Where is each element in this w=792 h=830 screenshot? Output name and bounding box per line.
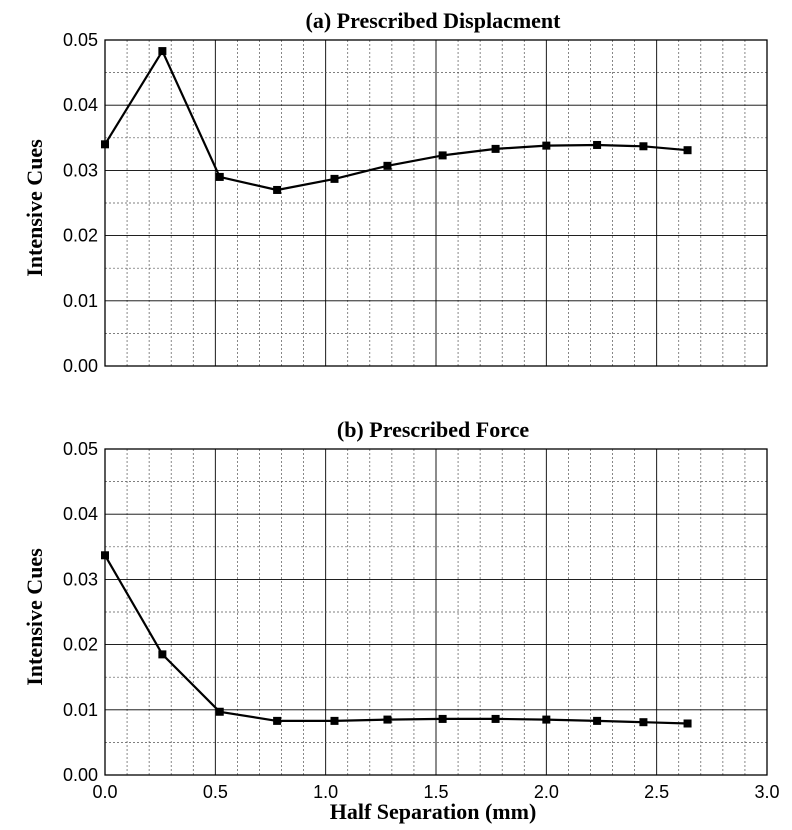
- panel-b-x-tick-label: 0.5: [203, 782, 228, 802]
- panel-b-x-tick-label: 3.0: [754, 782, 779, 802]
- panel-a-y-tick-label: 0.04: [63, 95, 98, 115]
- panel-b-y-ticks: 0.00 0.01 0.02 0.03 0.04 0.05: [63, 439, 98, 785]
- panel-a-data-point: [542, 141, 551, 150]
- panel-a-title: (a) Prescribed Displacment: [306, 8, 562, 33]
- panel-b-x-ticks: 0.0 0.5 1.0 1.5 2.0 2.5 3.0: [92, 782, 779, 802]
- panel-b-y-tick-label: 0.04: [63, 504, 98, 524]
- panel-a-data-point: [273, 185, 282, 194]
- panel-a-y-tick-label: 0.00: [63, 356, 98, 376]
- panel-a-data-point: [639, 142, 648, 151]
- panel-b-data-point: [491, 714, 500, 723]
- panel-a-data-point: [438, 151, 447, 160]
- panel-b-y-tick-label: 0.02: [63, 635, 98, 655]
- panel-b-grid: [105, 449, 767, 775]
- panel-a-data-point: [683, 146, 692, 155]
- panel-b-data-point: [101, 551, 109, 560]
- panel-b-prescribed-force: (b) Prescribed Force Intensive Cues 0.00…: [22, 417, 780, 824]
- panel-b-data-point: [438, 714, 447, 723]
- panel-a-grid: [105, 40, 767, 366]
- panel-b-y-tick-label: 0.01: [63, 700, 98, 720]
- panel-a-series: [101, 47, 692, 194]
- panel-a-y-tick-label: 0.01: [63, 291, 98, 311]
- panel-b-data-point: [383, 715, 392, 724]
- panel-a-data-point: [383, 161, 392, 170]
- panel-b-y-tick-label: 0.00: [63, 765, 98, 785]
- panel-b-data-point: [158, 650, 167, 659]
- panel-b-data-point: [639, 718, 648, 727]
- panel-b-y-tick-label: 0.03: [63, 569, 98, 589]
- panel-a-data-point: [158, 47, 167, 56]
- panel-a-y-axis-label: Intensive Cues: [22, 139, 47, 277]
- panel-b-x-axis-label: Half Separation (mm): [330, 799, 537, 824]
- panel-b-data-point: [683, 719, 692, 728]
- panel-b-data-point: [330, 716, 339, 725]
- panel-a-data-point: [330, 174, 339, 183]
- panel-b-data-point: [273, 716, 282, 725]
- panel-b-y-axis-label: Intensive Cues: [22, 548, 47, 686]
- panel-b-series: [101, 551, 692, 728]
- panel-b-y-tick-label: 0.05: [63, 439, 98, 459]
- panel-b-data-point: [593, 716, 602, 725]
- panel-a-data-point: [593, 140, 602, 149]
- panel-a-y-ticks: 0.00 0.01 0.02 0.03 0.04 0.05: [63, 30, 98, 376]
- panel-a-y-tick-label: 0.03: [63, 160, 98, 180]
- panel-b-x-tick-label: 1.5: [423, 782, 448, 802]
- panel-b-data-point: [215, 707, 224, 716]
- panel-a-prescribed-displacement: (a) Prescribed Displacment Intensive Cue…: [22, 8, 768, 376]
- panel-b-x-tick-label: 1.0: [313, 782, 338, 802]
- panel-b-x-tick-label: 2.0: [534, 782, 559, 802]
- panel-a-y-tick-label: 0.05: [63, 30, 98, 50]
- panel-a-data-point: [101, 140, 109, 149]
- panel-b-series-line: [104, 554, 688, 725]
- panel-b-data-point: [542, 715, 551, 724]
- panel-b-title: (b) Prescribed Force: [337, 417, 529, 442]
- panel-a-series-line: [104, 49, 688, 192]
- panel-b-plot-frame: [104, 448, 768, 776]
- panel-a-data-point: [491, 144, 500, 153]
- panel-a-plot-frame: [104, 39, 768, 367]
- panel-b-x-tick-label: 2.5: [644, 782, 669, 802]
- panel-a-y-tick-label: 0.02: [63, 226, 98, 246]
- panel-a-data-point: [215, 172, 224, 181]
- panel-b-x-tick-label: 0.0: [92, 782, 117, 802]
